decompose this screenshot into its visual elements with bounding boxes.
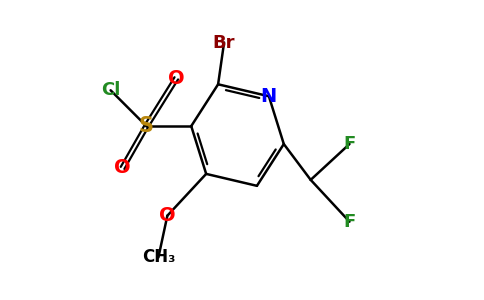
Text: O: O: [114, 158, 131, 177]
Text: O: O: [159, 206, 176, 225]
Text: F: F: [343, 135, 356, 153]
Text: O: O: [168, 69, 184, 88]
Text: S: S: [139, 116, 154, 136]
Text: F: F: [343, 213, 356, 231]
Text: Br: Br: [213, 34, 235, 52]
Text: Cl: Cl: [101, 81, 121, 99]
Text: N: N: [261, 87, 277, 106]
Text: CH₃: CH₃: [142, 248, 175, 266]
